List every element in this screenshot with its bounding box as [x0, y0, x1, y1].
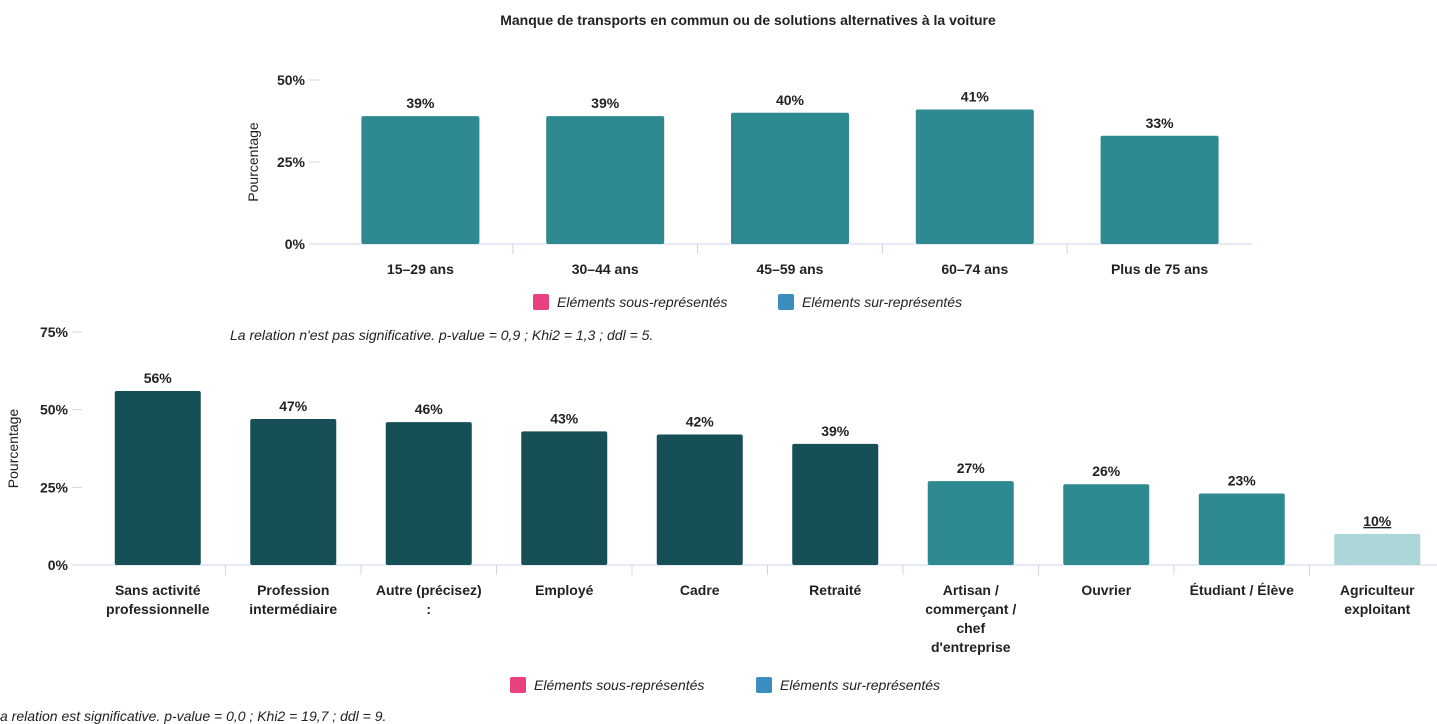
x-tick-label: 30–44 ans: [572, 261, 639, 277]
bar: [385, 422, 472, 565]
bar: [546, 116, 665, 244]
y-tick-label: 0%: [48, 557, 69, 573]
value-label: 43%: [550, 410, 579, 426]
x-tick-label: Ouvrier: [1081, 582, 1131, 598]
bar: [927, 481, 1014, 565]
y-tick-label: 25%: [277, 154, 306, 170]
x-tick-label: Plus de 75 ans: [1111, 261, 1208, 277]
bar: [915, 109, 1034, 245]
bar: [1100, 135, 1219, 244]
bar: [250, 418, 337, 565]
x-tick-label: Agriculteur exploitant: [1340, 582, 1415, 617]
value-label: 10%: [1363, 513, 1392, 529]
legend-swatch: [778, 294, 794, 310]
y-axis-label: Pourcentage: [245, 122, 261, 202]
bar: [114, 391, 201, 565]
bar: [361, 116, 480, 244]
bar: [731, 112, 849, 244]
x-tick-label: Profession intermédiaire: [249, 582, 337, 617]
value-label: 39%: [591, 95, 620, 111]
x-tick-label: Étudiant / Élève: [1190, 582, 1294, 598]
x-tick-label: Autre (précisez):: [376, 582, 482, 617]
chart-title: Manque de transports en commun ou de sol…: [500, 12, 996, 28]
value-label: 41%: [961, 89, 990, 105]
x-tick-label: Artisan / commerçant / chef d'entreprise: [925, 582, 1016, 655]
x-tick-label: Sans activité professionnelle: [106, 582, 210, 617]
x-tick-label: Cadre: [680, 582, 720, 598]
bar: [656, 434, 743, 565]
bar: [521, 431, 608, 565]
value-label: 27%: [957, 460, 986, 476]
value-label: 39%: [821, 423, 850, 439]
y-tick-label: 25%: [40, 479, 69, 495]
bar: [1063, 484, 1150, 565]
legend-label[interactable]: Eléments sous-représentés: [557, 294, 727, 310]
y-axis-label: Pourcentage: [5, 409, 21, 489]
note: La relation n'est pas significative. p-v…: [230, 327, 653, 343]
value-label: 26%: [1092, 463, 1121, 479]
value-label: 46%: [415, 401, 444, 417]
y-tick-label: 75%: [40, 324, 69, 340]
legend-swatch: [510, 677, 526, 693]
x-tick-label: 60–74 ans: [941, 261, 1008, 277]
y-tick-label: 50%: [277, 72, 306, 88]
value-label: 39%: [406, 95, 435, 111]
legend-swatch: [756, 677, 772, 693]
legend-label[interactable]: Eléments sur-représentés: [802, 294, 962, 310]
bar: [1334, 533, 1421, 565]
value-label: 23%: [1228, 473, 1257, 489]
value-label: 47%: [279, 398, 308, 414]
value-label: 56%: [144, 370, 173, 386]
y-tick-label: 50%: [40, 402, 69, 418]
bar: [792, 443, 879, 565]
x-tick-label: 15–29 ans: [387, 261, 454, 277]
legend-label[interactable]: Eléments sous-représentés: [534, 677, 704, 693]
note: a relation est significative. p-value = …: [0, 708, 386, 724]
x-tick-label: Retraité: [809, 582, 861, 598]
bar: [1198, 493, 1285, 565]
y-tick-label: 0%: [285, 236, 306, 252]
legend-label[interactable]: Eléments sur-représentés: [780, 677, 940, 693]
value-label: 42%: [686, 414, 715, 430]
x-tick-label: 45–59 ans: [757, 261, 824, 277]
x-tick-label: Employé: [535, 582, 594, 598]
legend-swatch: [533, 294, 549, 310]
value-label: 33%: [1146, 115, 1175, 131]
value-label: 40%: [776, 92, 805, 108]
